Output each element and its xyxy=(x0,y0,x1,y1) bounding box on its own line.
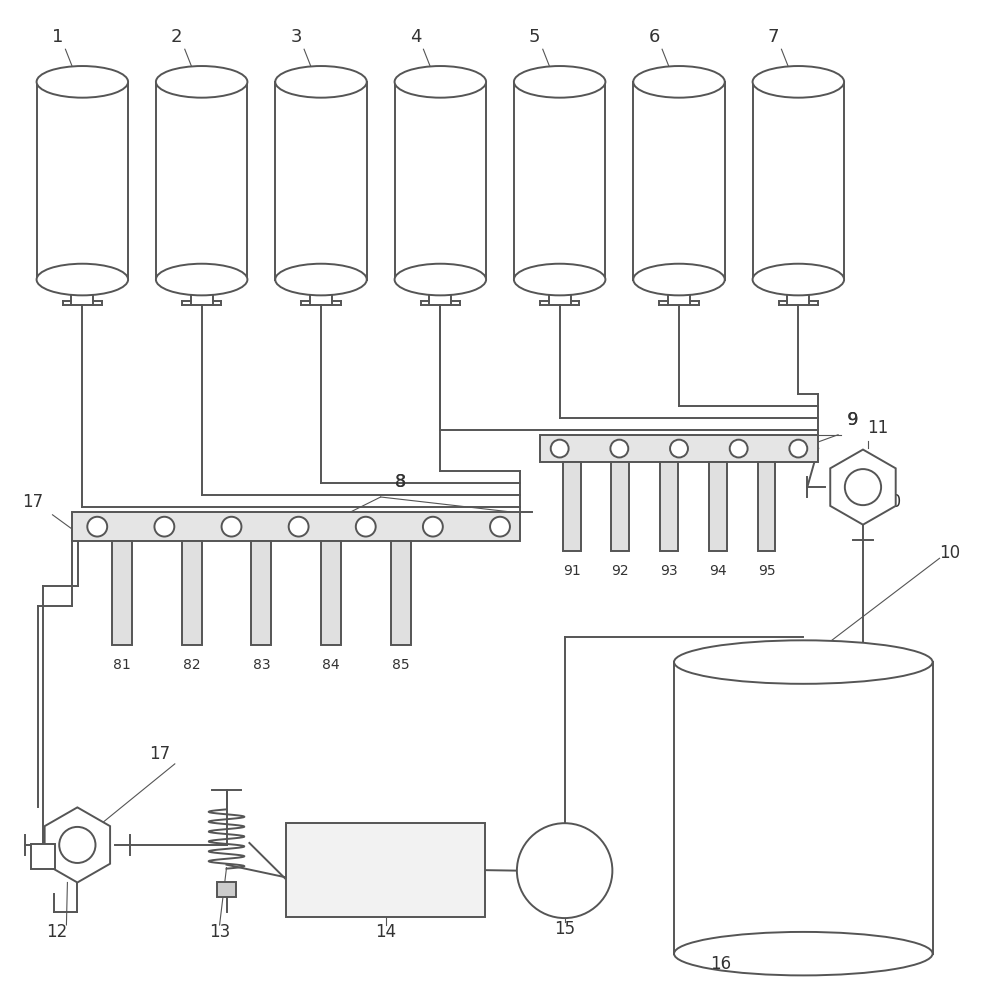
Text: 6: 6 xyxy=(648,29,660,47)
Circle shape xyxy=(517,823,612,918)
Text: 9: 9 xyxy=(847,411,859,428)
Circle shape xyxy=(87,517,107,537)
Text: 4: 4 xyxy=(410,29,421,47)
Circle shape xyxy=(551,439,569,457)
Circle shape xyxy=(59,827,95,863)
Text: 13: 13 xyxy=(209,922,230,941)
Polygon shape xyxy=(45,807,110,883)
Text: 5: 5 xyxy=(529,29,541,47)
Text: 12: 12 xyxy=(46,922,67,941)
Circle shape xyxy=(423,517,443,537)
Ellipse shape xyxy=(674,640,933,684)
Ellipse shape xyxy=(633,66,725,97)
Ellipse shape xyxy=(395,263,486,295)
Ellipse shape xyxy=(37,263,128,295)
Text: 7: 7 xyxy=(768,29,779,47)
Text: 17: 17 xyxy=(149,745,170,763)
Bar xyxy=(660,462,678,552)
Text: 8: 8 xyxy=(395,473,406,491)
Bar xyxy=(540,434,818,462)
Circle shape xyxy=(154,517,174,537)
Ellipse shape xyxy=(633,263,725,295)
Text: 92: 92 xyxy=(612,565,629,579)
Ellipse shape xyxy=(514,66,605,97)
Text: 9: 9 xyxy=(848,411,858,428)
Bar xyxy=(391,542,411,645)
Ellipse shape xyxy=(753,66,844,97)
Ellipse shape xyxy=(753,263,844,295)
Text: 91: 91 xyxy=(563,565,580,579)
Polygon shape xyxy=(830,449,896,525)
Circle shape xyxy=(490,517,510,537)
Text: 1: 1 xyxy=(52,29,63,47)
Bar xyxy=(758,462,775,552)
Circle shape xyxy=(610,439,628,457)
Text: 83: 83 xyxy=(253,658,270,672)
Text: 3: 3 xyxy=(290,29,302,47)
Text: 14: 14 xyxy=(375,922,396,941)
Circle shape xyxy=(356,517,376,537)
Text: 15: 15 xyxy=(554,919,575,938)
Bar xyxy=(321,542,341,645)
Text: 94: 94 xyxy=(709,565,727,579)
Text: 16: 16 xyxy=(710,955,731,973)
Circle shape xyxy=(670,439,688,457)
Text: 81: 81 xyxy=(113,658,131,672)
Circle shape xyxy=(789,439,807,457)
Text: 82: 82 xyxy=(183,658,201,672)
Bar xyxy=(112,542,132,645)
Text: 10: 10 xyxy=(939,545,960,563)
Text: 10: 10 xyxy=(880,493,901,511)
Text: 8: 8 xyxy=(395,473,406,491)
Text: 2: 2 xyxy=(171,29,183,47)
Bar xyxy=(709,462,727,552)
Ellipse shape xyxy=(156,263,247,295)
Bar xyxy=(611,462,629,552)
Circle shape xyxy=(289,517,309,537)
Text: 93: 93 xyxy=(660,565,678,579)
Ellipse shape xyxy=(674,932,933,975)
Ellipse shape xyxy=(395,66,486,97)
Text: 84: 84 xyxy=(322,658,340,672)
Ellipse shape xyxy=(275,66,367,97)
Ellipse shape xyxy=(156,66,247,97)
Bar xyxy=(217,883,236,898)
Text: 17: 17 xyxy=(22,493,43,511)
Bar xyxy=(286,823,485,917)
Circle shape xyxy=(222,517,241,537)
Text: 95: 95 xyxy=(758,565,775,579)
Bar xyxy=(182,542,202,645)
Bar xyxy=(251,542,271,645)
Bar xyxy=(563,462,581,552)
Circle shape xyxy=(845,469,881,505)
Bar xyxy=(72,512,520,542)
Ellipse shape xyxy=(514,263,605,295)
Bar xyxy=(31,844,55,869)
Text: 11: 11 xyxy=(867,418,889,436)
Ellipse shape xyxy=(275,263,367,295)
Ellipse shape xyxy=(37,66,128,97)
Text: 85: 85 xyxy=(392,658,409,672)
Circle shape xyxy=(730,439,748,457)
Text: PLC: PLC xyxy=(364,858,408,882)
